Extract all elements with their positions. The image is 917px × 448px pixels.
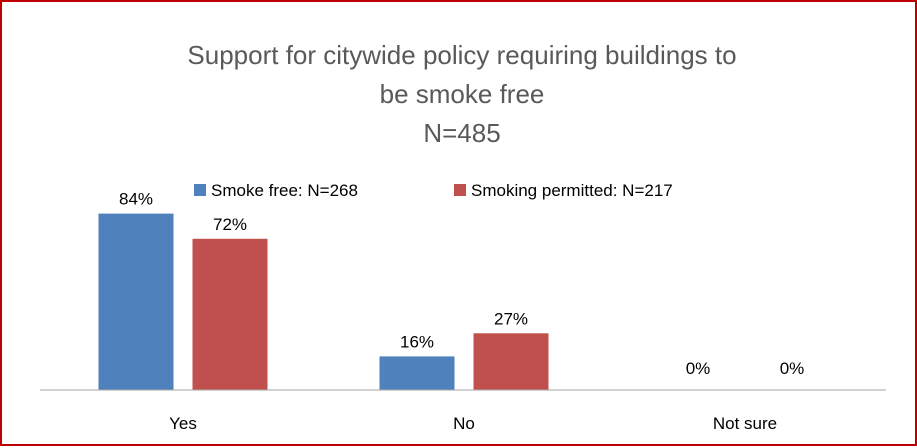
chart-title-line-2: be smoke free [380,79,545,109]
chart-title-line-1: Support for citywide policy requiring bu… [187,40,736,70]
legend-swatch-smoke-free [194,184,206,196]
value-label-smoking-permitted-not-sure: 0% [780,359,805,378]
bar-smoke-free-yes [98,213,174,390]
bar-smoking-permitted-no [473,333,549,390]
legend-swatch-smoking-permitted [454,184,466,196]
category-label-yes: Yes [169,414,197,433]
chart-title-line-3: N=485 [423,118,500,148]
value-labels-group: 84% 72% 16% 27% 0% 0% [119,190,804,378]
legend: Smoke free: N=268 Smoking permitted: N=2… [194,181,673,200]
category-labels-group: Yes No Not sure [169,414,777,433]
legend-label-smoke-free: Smoke free: N=268 [211,181,358,200]
legend-label-smoking-permitted: Smoking permitted: N=217 [471,181,673,200]
value-label-smoke-free-no: 16% [400,332,434,351]
bar-smoke-free-no [379,356,455,390]
category-label-no: No [453,414,475,433]
value-label-smoke-free-yes: 84% [119,190,153,209]
bars-group [98,213,549,390]
value-label-smoking-permitted-yes: 72% [213,215,247,234]
value-label-smoking-permitted-no: 27% [494,309,528,328]
value-label-smoke-free-not-sure: 0% [686,359,711,378]
category-label-not-sure: Not sure [713,414,777,433]
bar-smoking-permitted-yes [192,238,268,390]
chart-title: Support for citywide policy requiring bu… [187,40,736,148]
